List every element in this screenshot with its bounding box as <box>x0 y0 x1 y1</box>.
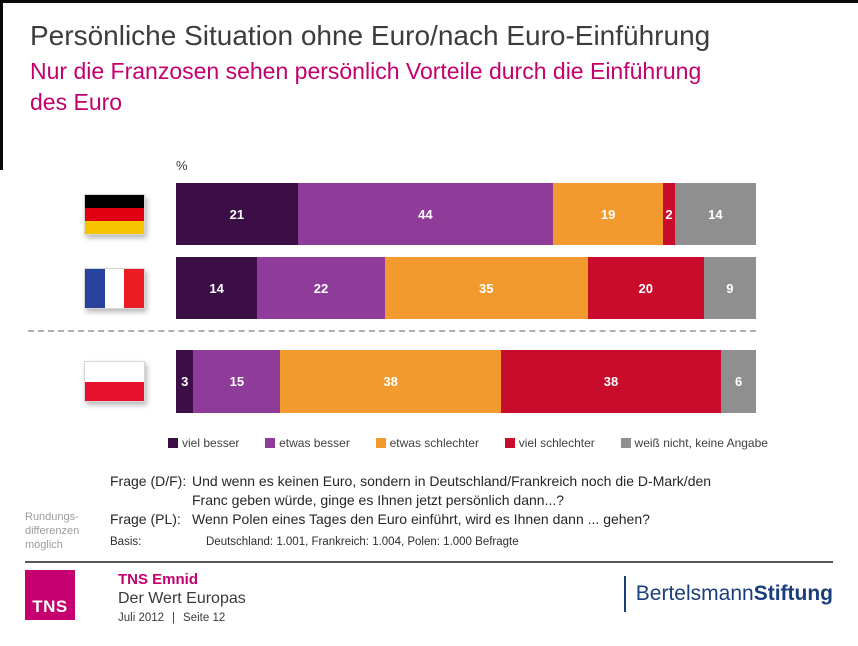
percent-axis-label: % <box>176 158 188 173</box>
footer-page-number: Seite 12 <box>183 612 226 624</box>
bar-value-label: 21 <box>229 206 245 222</box>
dashed-separator <box>28 330 756 332</box>
window-top-border <box>0 0 858 3</box>
stiftung-logo-text: Stiftung <box>753 582 833 605</box>
legend-item-etwas-besser: etwas besser <box>265 436 350 450</box>
bar-value-label: 6 <box>734 374 743 389</box>
bar-value-label: 3 <box>181 374 189 389</box>
bar-value-label: 14 <box>209 280 224 296</box>
bar-value-label: 20 <box>638 280 654 296</box>
france-flag <box>84 268 145 309</box>
flag-stripe <box>124 269 145 308</box>
bar-value-label: 14 <box>708 206 723 222</box>
bar-segment-viel-besser: 14 <box>176 257 258 319</box>
bar-value-label: 35 <box>479 280 494 296</box>
bertelsmann-logo-text: Bertelsmann <box>635 582 754 605</box>
legend-swatch <box>265 438 276 448</box>
bar-segment-viel-besser: 3 <box>176 350 194 413</box>
page-title: Persönliche Situation ohne Euro/nach Eur… <box>30 20 711 51</box>
bar-segment-viel-besser: 21 <box>176 183 298 245</box>
stacked-bar-deutschland: 21 44 19 2 14 <box>176 183 756 245</box>
rounding-note: Rundungs- differenzen möglich <box>25 511 80 551</box>
page-subtitle: Nur die Franzosen sehen persönlich Vorte… <box>30 58 702 115</box>
bar-segment-etwas-schlechter: 19 <box>552 183 664 245</box>
bar-segment-etwas-besser: 44 <box>297 183 553 245</box>
legend-swatch <box>504 438 515 448</box>
germany-flag <box>84 194 145 235</box>
legend-swatch <box>620 438 631 448</box>
basis-row: Basis: Deutschland: 1.001, Frankreich: 1… <box>110 535 850 549</box>
legend-label: etwas schlechter <box>389 436 479 450</box>
legend-item-viel-besser: viel besser <box>168 436 239 450</box>
stacked-bar-polen: 3 15 38 38 6 <box>176 350 756 413</box>
bar-segment-etwas-besser: 15 <box>193 350 281 413</box>
footer-meta: Juli 2012 | Seite 12 <box>118 612 225 624</box>
bar-segment-etwas-schlechter: 35 <box>384 257 588 319</box>
question-row-pl: Frage (PL): Wenn Polen eines Tages den E… <box>110 510 850 529</box>
bertelsmann-logo-bar <box>623 576 626 612</box>
question-text: Wenn Polen eines Tages den Euro einführt… <box>192 511 650 527</box>
footer-divider-line <box>25 561 833 563</box>
flag-stripe <box>85 208 144 221</box>
legend-swatch <box>375 438 386 448</box>
legend-label: weiß nicht, keine Angabe <box>634 436 768 450</box>
bar-value-label: 44 <box>418 206 433 222</box>
bar-segment-etwas-besser: 22 <box>257 257 385 319</box>
bar-segment-viel-schlechter: 2 <box>663 183 675 245</box>
bar-value-label: 15 <box>229 374 245 389</box>
flag-stripe <box>85 362 144 382</box>
legend-label: viel besser <box>182 436 240 450</box>
footer-meta-divider: | <box>172 612 176 624</box>
bar-value-label: 2 <box>665 206 673 222</box>
bertelsmann-stiftung-logo: Bertelsmann Stiftung <box>623 576 833 612</box>
window-left-border <box>0 0 3 170</box>
bar-value-label: 19 <box>600 206 616 222</box>
legend-label: viel schlechter <box>518 436 595 450</box>
flag-stripe <box>85 195 144 208</box>
tns-logo: TNS <box>25 570 75 620</box>
question-text: Und wenn es keinen Euro, sondern in Deut… <box>192 473 712 508</box>
question-notes: Frage (D/F): Und wenn es keinen Euro, so… <box>110 472 850 549</box>
bar-value-label: 38 <box>603 374 619 389</box>
question-row-df: Frage (D/F): Und wenn es keinen Euro, so… <box>110 472 850 510</box>
basis-text: Deutschland: 1.001, Frankreich: 1.004, P… <box>206 536 519 548</box>
legend-item-viel-schlechter: viel schlechter <box>504 436 595 450</box>
stacked-bar-frankreich: 14 22 35 20 9 <box>176 257 756 319</box>
footer-brand: TNS Emnid <box>118 571 199 588</box>
question-label: Frage (D/F): <box>110 473 187 489</box>
legend-item-wei-nicht-keine-angabe: weiß nicht, keine Angabe <box>620 436 768 450</box>
legend-swatch <box>168 438 178 448</box>
basis-label: Basis: <box>110 536 142 548</box>
bar-segment-viel-schlechter: 20 <box>587 257 704 319</box>
bar-segment-viel-schlechter: 38 <box>500 350 722 413</box>
footer-project-title: Der Wert Europas <box>118 590 246 607</box>
poland-flag <box>84 361 145 402</box>
footer-date: Juli 2012 <box>118 612 165 624</box>
bar-segment-etwas-schlechter: 38 <box>280 350 501 413</box>
flag-stripe <box>85 269 105 308</box>
bar-value-label: 38 <box>383 374 398 389</box>
flag-stripe <box>85 381 144 401</box>
question-label: Frage (PL): <box>110 511 181 527</box>
bar-segment-wei-nicht-keine-angabe: 14 <box>674 183 756 245</box>
bar-value-label: 22 <box>313 280 329 296</box>
bar-segment-wei-nicht-keine-angabe: 6 <box>721 350 756 413</box>
bar-value-label: 9 <box>726 280 734 296</box>
flag-stripe <box>85 221 144 234</box>
chart-legend: viel besser etwas besser etwas schlechter v… <box>168 436 768 450</box>
legend-label: etwas besser <box>279 436 350 450</box>
bar-segment-wei-nicht-keine-angabe: 9 <box>703 257 756 319</box>
legend-item-etwas-schlechter: etwas schlechter <box>375 436 479 450</box>
flag-stripe <box>104 269 125 308</box>
tns-logo-text: TNS <box>32 597 68 616</box>
